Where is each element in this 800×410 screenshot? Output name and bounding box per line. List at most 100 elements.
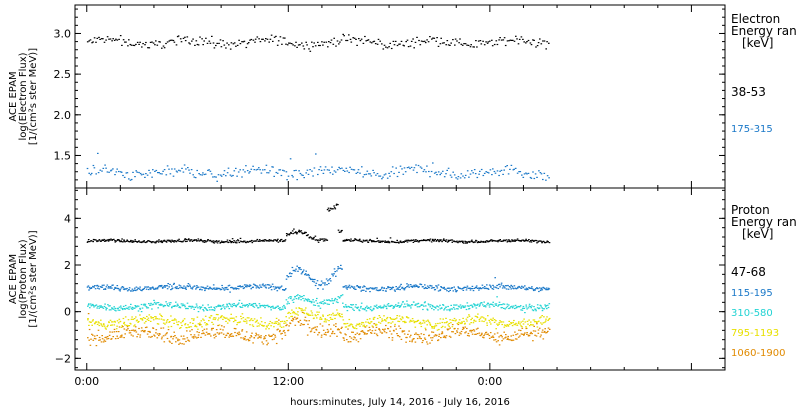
data-point — [403, 320, 406, 322]
data-point — [473, 46, 475, 48]
data-point — [151, 335, 153, 338]
data-point — [456, 330, 458, 332]
data-point — [518, 285, 520, 288]
data-point — [502, 321, 505, 323]
data-point — [166, 41, 169, 43]
data-point — [301, 42, 303, 44]
data-point — [423, 287, 426, 290]
data-point — [464, 242, 467, 244]
data-point — [90, 305, 93, 307]
data-point — [453, 286, 455, 288]
data-point — [440, 286, 443, 289]
data-point — [479, 303, 482, 305]
data-point — [524, 239, 527, 242]
data-point — [338, 315, 341, 317]
data-point — [394, 290, 396, 292]
data-point — [266, 38, 269, 40]
data-point — [254, 284, 257, 287]
data-point — [542, 286, 545, 288]
data-point — [374, 43, 377, 45]
data-point — [300, 174, 303, 176]
data-point — [492, 304, 494, 306]
data-point — [109, 319, 112, 321]
data-point — [431, 38, 433, 40]
data-point — [302, 297, 304, 300]
data-point — [291, 266, 294, 269]
data-point — [326, 239, 329, 241]
data-point — [184, 240, 187, 243]
legend-entry: 310-580 — [731, 308, 773, 319]
data-point — [382, 289, 384, 292]
data-point — [373, 308, 375, 310]
data-point — [279, 323, 281, 325]
data-point — [539, 304, 542, 306]
data-point — [400, 283, 402, 285]
data-point — [479, 40, 482, 42]
data-point — [140, 289, 142, 291]
data-point — [295, 268, 297, 270]
data-point — [254, 41, 256, 43]
data-point — [297, 44, 300, 46]
data-point — [332, 330, 334, 332]
data-point — [516, 306, 519, 308]
data-point — [273, 288, 276, 290]
data-point — [271, 166, 273, 168]
data-point — [468, 241, 471, 243]
data-point — [344, 170, 346, 172]
data-point — [483, 337, 485, 339]
y-tick-label: 2 — [64, 259, 71, 272]
data-point — [252, 342, 254, 344]
data-point — [149, 288, 152, 290]
data-point — [158, 334, 160, 337]
data-point — [378, 175, 380, 177]
data-point — [116, 325, 118, 327]
data-point — [490, 286, 492, 288]
data-point — [347, 286, 349, 289]
data-point — [214, 317, 217, 319]
data-point — [519, 286, 521, 288]
data-point — [492, 336, 495, 338]
data-point — [139, 307, 141, 309]
data-point — [521, 309, 524, 311]
data-point — [311, 41, 313, 43]
data-point — [231, 241, 233, 243]
data-point — [461, 321, 463, 323]
data-point — [366, 318, 369, 321]
data-point — [358, 309, 360, 311]
data-point — [364, 332, 366, 334]
data-point — [196, 285, 198, 287]
data-point — [438, 241, 440, 243]
data-point — [247, 42, 250, 44]
data-point — [443, 42, 445, 44]
data-point — [195, 337, 198, 339]
data-point — [344, 240, 346, 242]
data-point — [444, 337, 447, 339]
data-point — [345, 326, 348, 328]
data-point — [375, 333, 378, 335]
data-point — [234, 319, 236, 321]
data-point — [415, 164, 417, 166]
data-point — [217, 240, 219, 242]
data-point — [507, 335, 509, 338]
data-point — [86, 41, 89, 43]
data-point — [373, 323, 375, 325]
data-point — [138, 240, 140, 242]
data-point — [117, 307, 119, 309]
data-point — [135, 331, 138, 333]
data-point — [305, 307, 307, 309]
data-point — [349, 38, 352, 40]
data-point — [179, 327, 181, 329]
data-point — [273, 322, 276, 324]
data-point — [119, 288, 122, 290]
data-point — [241, 302, 243, 304]
data-point — [433, 37, 436, 39]
data-point — [320, 302, 323, 304]
data-point — [264, 307, 266, 309]
data-point — [318, 331, 321, 334]
data-point — [375, 323, 377, 325]
data-point — [305, 41, 307, 43]
data-point — [277, 40, 280, 42]
data-point — [235, 306, 237, 308]
data-point — [136, 336, 138, 338]
data-point — [184, 40, 187, 42]
